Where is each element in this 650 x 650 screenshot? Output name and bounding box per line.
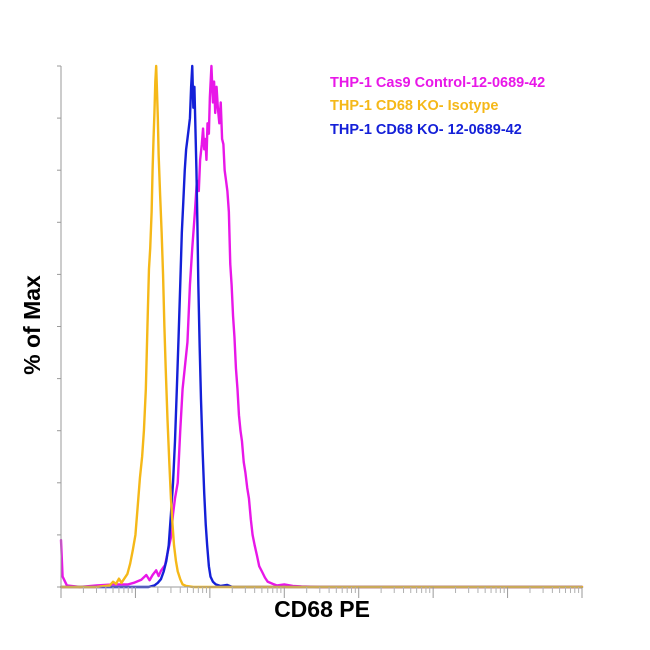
legend-entry-2: THP-1 CD68 KO- 12-0689-42	[330, 122, 522, 138]
x-axis-title: CD68 PE	[274, 596, 370, 622]
legend: THP-1 Cas9 Control-12-0689-42 THP-1 CD68…	[330, 75, 545, 138]
y-axis-title: % of Max	[19, 275, 45, 375]
series-line-2	[59, 64, 584, 589]
series-lines	[59, 64, 584, 589]
legend-entry-0: THP-1 Cas9 Control-12-0689-42	[330, 75, 545, 91]
axes	[57, 65, 583, 598]
series-line-0	[59, 64, 584, 589]
series-line-1	[59, 64, 584, 589]
legend-entry-1: THP-1 CD68 KO- Isotype	[330, 98, 498, 114]
